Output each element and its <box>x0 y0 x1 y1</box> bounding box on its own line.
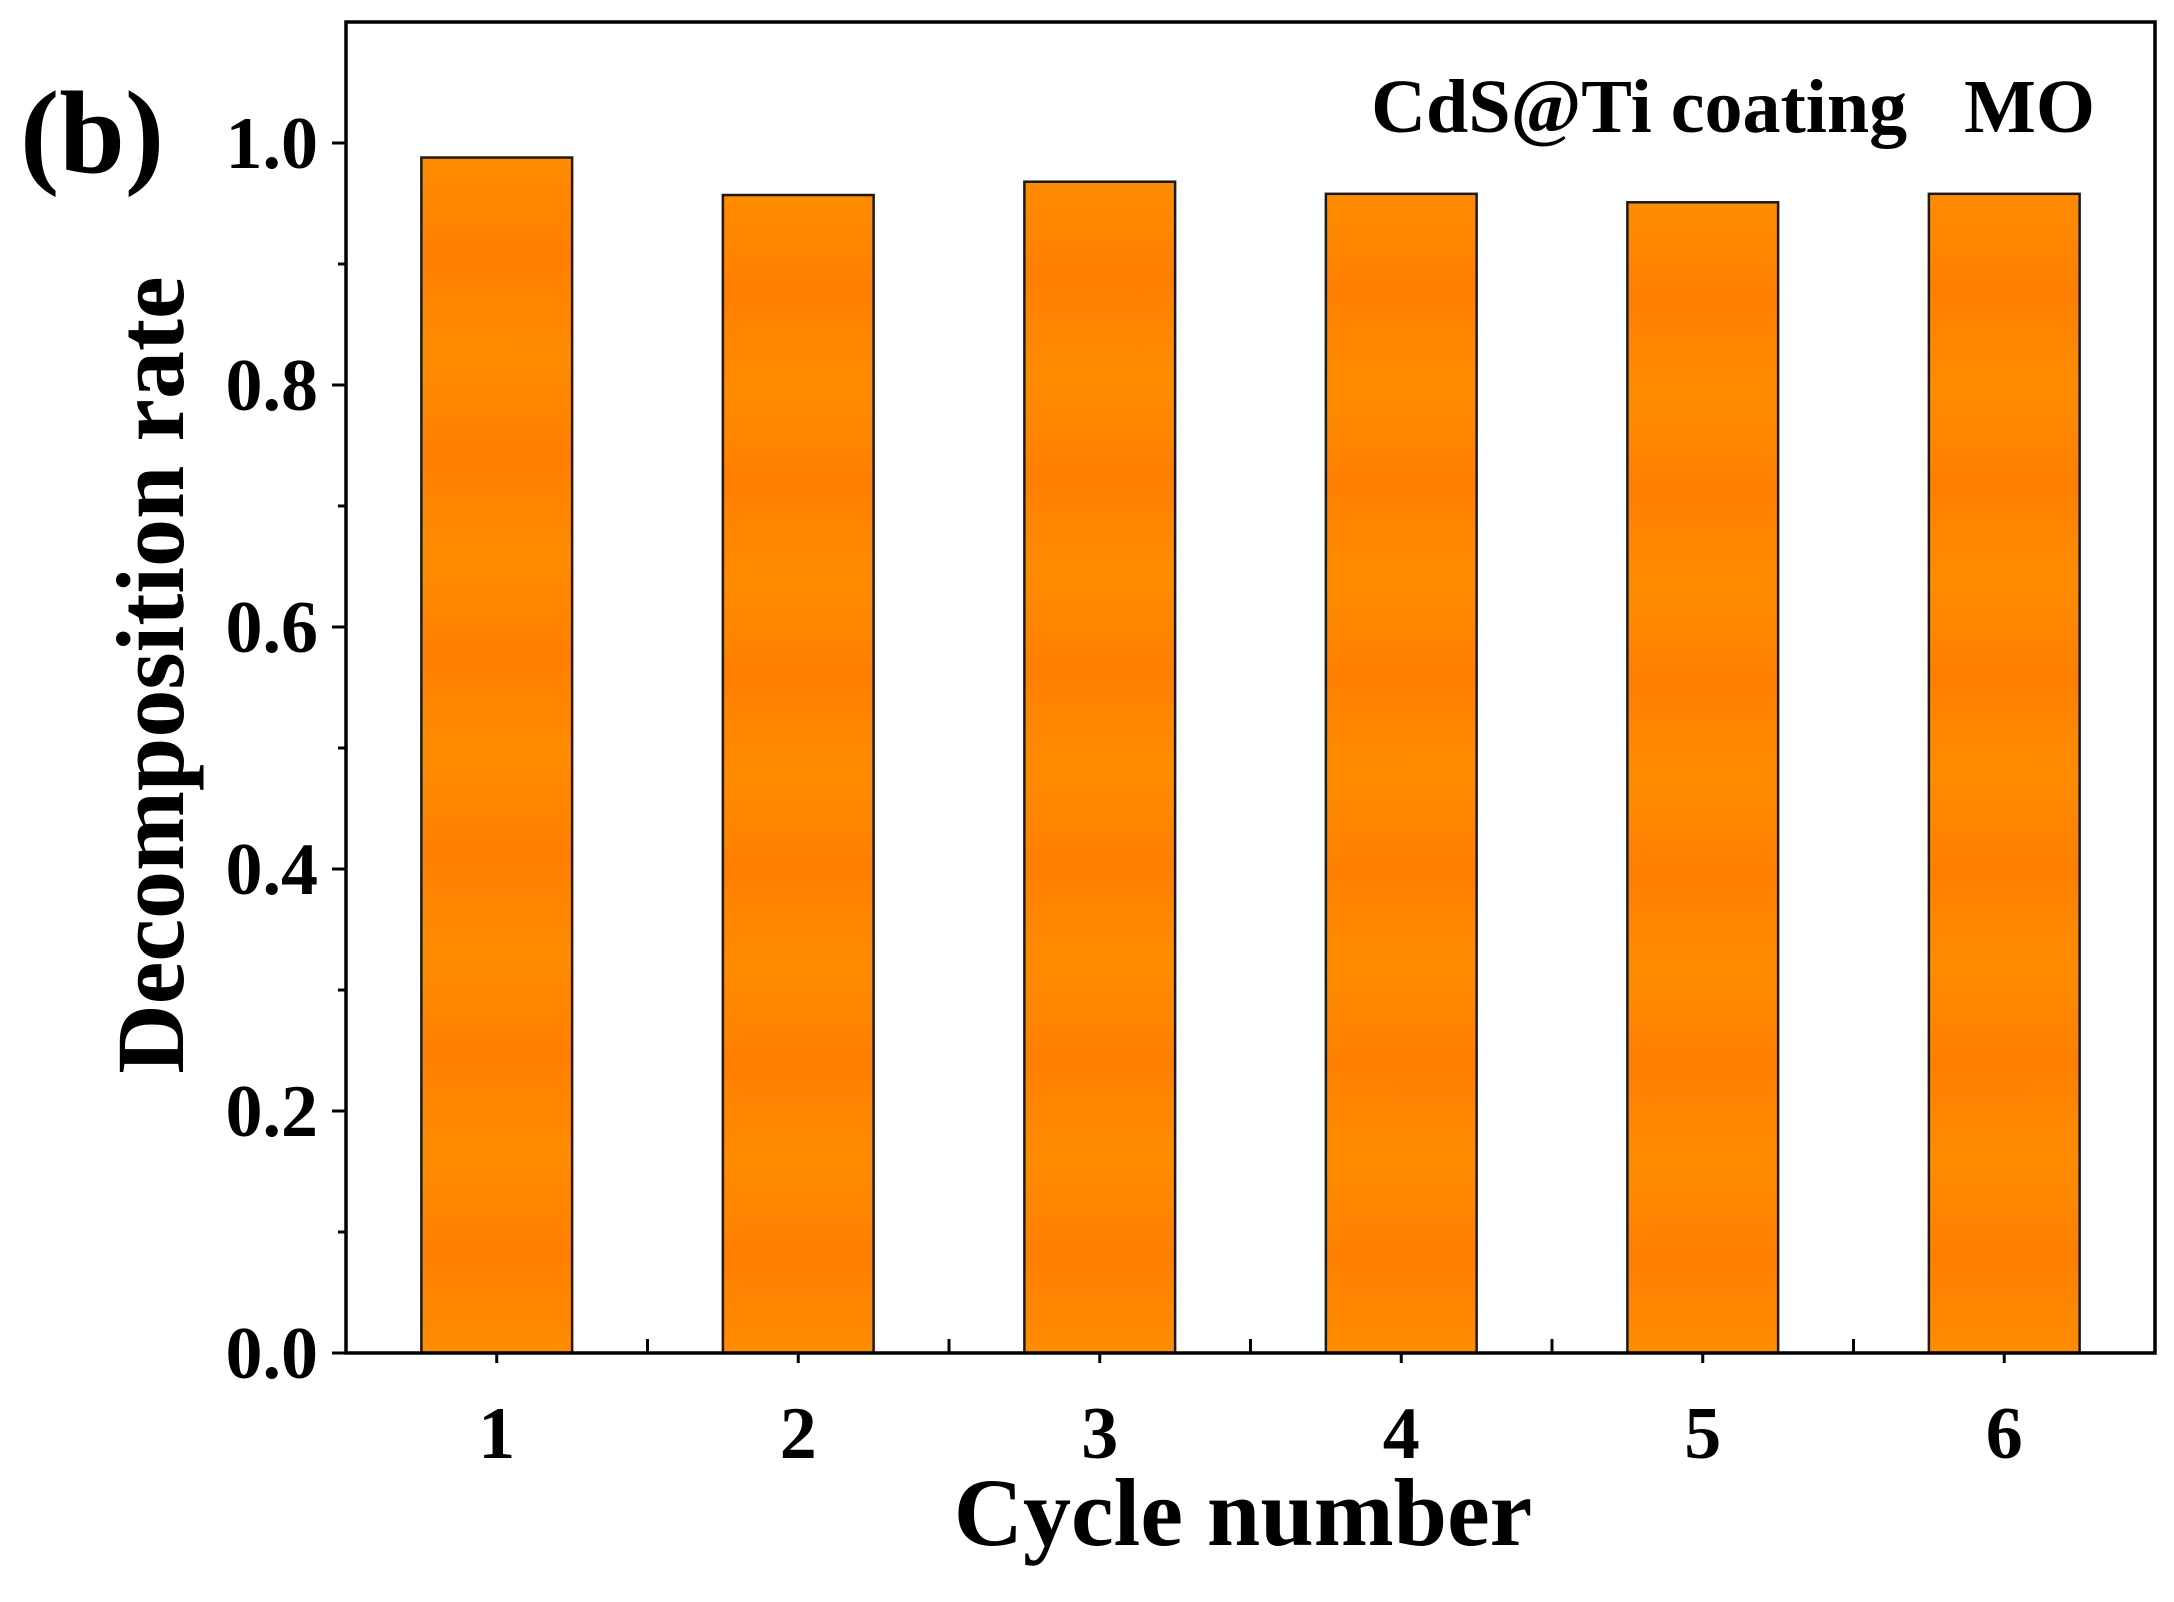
y-tick-label: 0.4 <box>226 829 319 911</box>
plot-frame <box>344 20 2157 1355</box>
x-tick-label: 3 <box>1081 1393 1118 1475</box>
bar-cycle-5 <box>1626 201 1780 1355</box>
x-tick-label: 4 <box>1383 1393 1420 1475</box>
bar-cycle-2 <box>721 193 875 1355</box>
y-tick-label: 0.8 <box>226 345 319 427</box>
bar-cycle-6 <box>1927 192 2081 1355</box>
bar-cycle-1 <box>420 156 574 1355</box>
y-tick-label: 0.2 <box>226 1071 319 1153</box>
bar-cycle-4 <box>1324 192 1478 1355</box>
x-tick-label: 5 <box>1684 1393 1721 1475</box>
x-tick-label: 2 <box>780 1393 817 1475</box>
axes-layer: 0.0 0.2 0.4 0.6 0.8 1.0 1 2 3 4 5 6 <box>226 103 2023 1475</box>
y-axis-title: Decomposition rate <box>97 276 204 1073</box>
x-axis-title: Cycle number <box>954 1459 1533 1566</box>
y-tick-label: 1.0 <box>226 103 319 185</box>
x-tick-label: 6 <box>1986 1393 2023 1475</box>
chart-annotation: CdS@Ti coating MO <box>1371 65 2095 149</box>
x-tick-label: 1 <box>478 1393 515 1475</box>
panel-label: (b) <box>20 67 164 198</box>
y-tick-label: 0.0 <box>226 1313 319 1395</box>
bar-cycle-3 <box>1023 180 1177 1355</box>
y-tick-label: 0.6 <box>226 587 319 669</box>
bars-layer <box>420 156 2081 1355</box>
